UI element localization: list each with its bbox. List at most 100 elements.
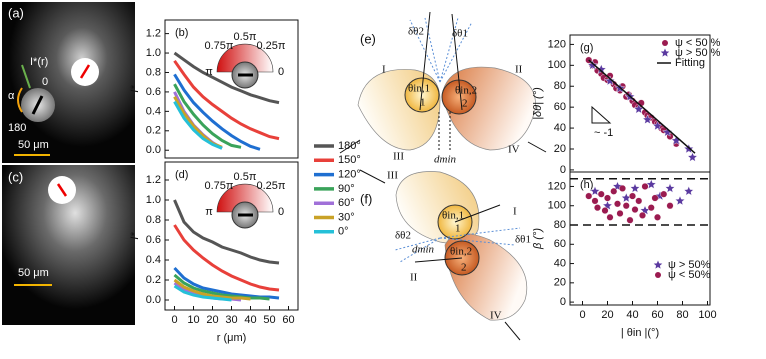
label: δθ2 [395,230,411,242]
y-tick-label: 20 [554,143,566,155]
point [591,197,599,205]
point [616,209,624,217]
series-line [173,278,251,301]
label: II [410,272,418,284]
panel-label: (c) [8,169,23,184]
y-tick-label: 0.0 [146,144,161,156]
label: I [382,64,386,76]
legend-label: ψ > 50% [668,259,711,271]
label: III [393,151,404,163]
y-tick-label: 0.8 [146,214,161,226]
point [589,185,601,196]
point [610,187,618,195]
label: θin,1 [408,83,430,95]
x-tick-label: 0 [171,314,177,326]
panel-label: (g) [580,42,593,54]
label: α [8,90,15,102]
point [604,75,616,86]
point [629,192,637,200]
label: 1 [420,97,426,109]
panel-label: (b) [175,27,188,39]
inset-label: 0.25π [257,40,286,52]
y-tick-label: 1.0 [146,194,161,206]
y-tick-label: 40 [554,257,566,269]
legend-label: 0° [338,226,349,238]
x-tick-label: 80 [676,309,688,321]
inset-dial [216,43,274,73]
y-tick-label: 0.6 [146,234,161,246]
point [626,216,634,224]
y-tick-label: 0 [560,164,566,176]
fit-line [588,59,696,154]
direction [419,11,463,111]
label: dmin [434,154,457,166]
point [664,182,676,193]
label: 2 [462,98,468,110]
label: θin,1 [442,210,464,222]
label: I [513,206,517,218]
panel-label: (e) [360,31,376,46]
x-tick-label: 30 [225,314,237,326]
x-tick-label: 20 [206,314,218,326]
y-tick-label: 0.2 [146,274,161,286]
label: θin,2 [450,246,472,258]
arrow [21,64,31,89]
x-tick-label: 60 [282,314,294,326]
panel-label: (h) [580,179,593,191]
y-tick-label: 120 [548,180,566,192]
legend-label: ψ < 50% [668,269,711,281]
panel-e: (e) δθ2 δθ1 I II III IV θin,1 θin,2 1 2 … [339,11,547,166]
point [641,182,649,190]
point [646,178,657,190]
point [647,204,655,212]
point [635,197,643,205]
y-tick-label: 80 [554,80,566,92]
series-line [173,284,232,302]
y-tick-label: 1.0 [146,47,161,59]
legend-label: 180° [338,140,361,152]
legend-key [660,48,670,57]
series-line [173,73,261,151]
point [631,206,639,214]
annotation: ~ -1 [594,127,613,139]
y-tick-label: 0.2 [146,125,161,137]
x-tick-label: 60 [651,309,663,321]
y-tick-label: 0.4 [146,254,161,266]
point [654,213,662,221]
series-line [173,199,280,265]
legend-label: 120° [338,169,361,181]
y-tick-label: 20 [554,277,566,289]
series-line [173,83,242,149]
plot-frame [569,171,711,306]
x-tick-label: 100 [698,309,716,321]
y-tick-label: 0.6 [146,86,161,98]
inset-label: 0.5π [234,171,257,183]
point [594,204,602,212]
point [651,194,659,202]
legend-label: 150° [338,154,361,166]
series-line [173,59,280,141]
panel-f: (f) III I δθ2 δθ1 θin,1 θin,2 1 2 dmin I… [359,170,531,341]
scale-label: 50 μm [18,267,49,279]
scale-label: 50 μm [18,139,49,151]
arrow [79,64,91,79]
y-tick-label: 0.8 [146,66,161,78]
label: 1 [455,223,461,235]
point [687,151,698,162]
legend-label: ψ < 50 % [675,37,721,49]
point [614,200,622,208]
panel-label: (a) [8,5,24,20]
point [639,211,647,219]
label: III [387,170,398,182]
point [674,195,686,206]
panel-c: (c) 50 μm [2,165,135,325]
direction [414,204,501,263]
label: θin,2 [455,85,477,97]
y-axis-label: I* [129,85,141,93]
legend-label: ψ > 50 % [675,47,721,59]
x-tick-label: 10 [187,314,199,326]
legend-key [653,260,663,269]
x-axis-label: r (μm) [217,332,247,344]
inset-label: π [205,206,213,218]
